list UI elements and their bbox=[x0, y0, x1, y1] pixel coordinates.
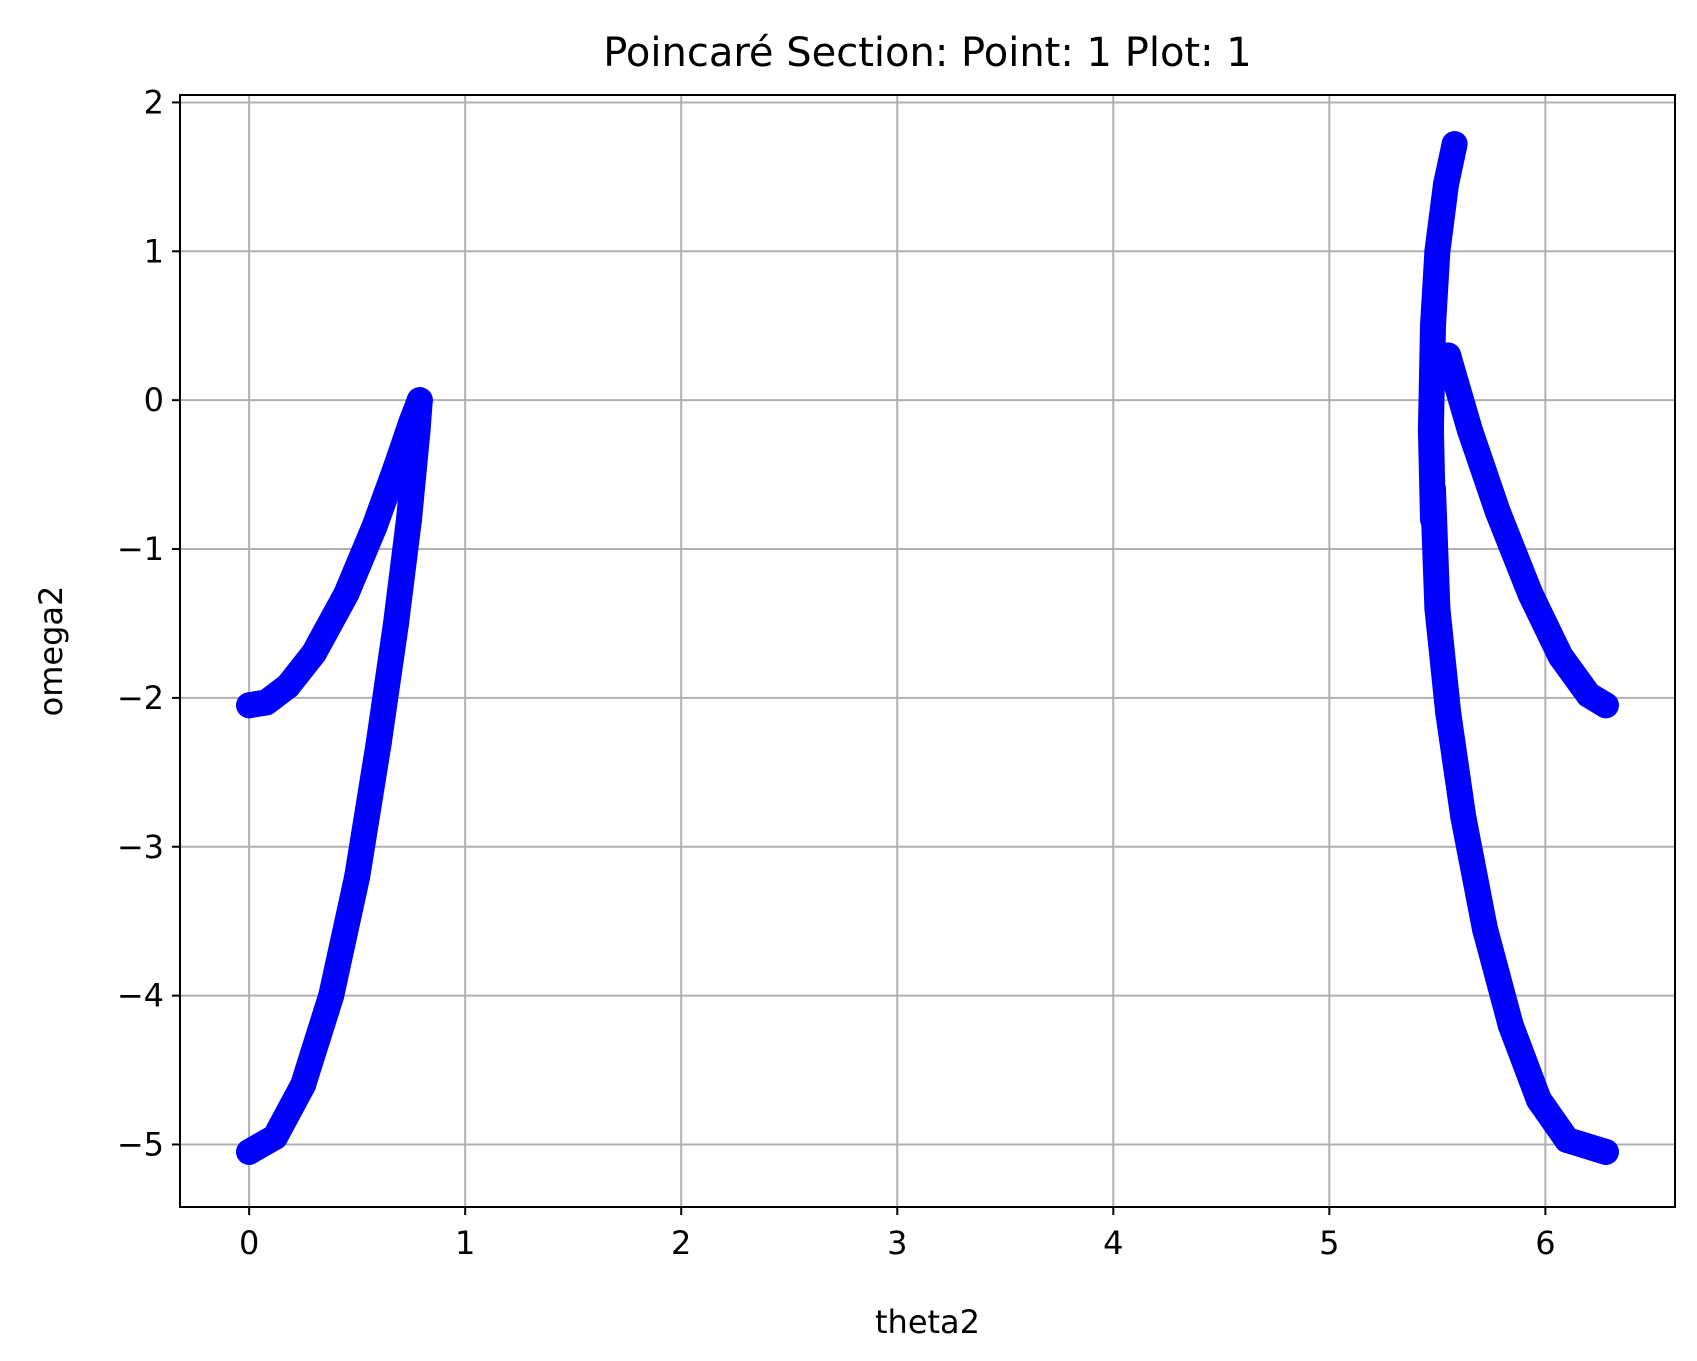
data-point bbox=[318, 982, 345, 1009]
y-tick-label: 2 bbox=[144, 83, 164, 121]
y-tick-label: −3 bbox=[117, 828, 164, 866]
x-tick-label: 2 bbox=[671, 1224, 691, 1262]
y-tick-label: −1 bbox=[117, 530, 164, 568]
data-point bbox=[290, 1071, 317, 1098]
y-tick-label: 0 bbox=[144, 381, 164, 419]
data-point bbox=[361, 513, 388, 540]
y-tick-label: −5 bbox=[117, 1125, 164, 1163]
data-point bbox=[1435, 699, 1462, 726]
data-point bbox=[1554, 1127, 1580, 1153]
data-point bbox=[404, 416, 431, 443]
data-point bbox=[383, 610, 409, 637]
series-left-lower-branch bbox=[236, 387, 433, 1165]
y-tick-label: 1 bbox=[144, 232, 164, 270]
data-point bbox=[1433, 171, 1459, 198]
series-right-upper-band bbox=[1435, 342, 1619, 719]
y-tick-label: −4 bbox=[117, 977, 164, 1015]
data-point bbox=[344, 863, 371, 890]
x-tick-label: 5 bbox=[1319, 1224, 1339, 1262]
chart-title: Poincaré Section: Point: 1 Plot: 1 bbox=[603, 30, 1252, 76]
data-point bbox=[1420, 312, 1446, 339]
data-point bbox=[236, 1138, 263, 1165]
y-axis-label: omega2 bbox=[32, 586, 70, 717]
data-point bbox=[406, 387, 433, 414]
data-point bbox=[333, 580, 360, 607]
ticks-layer: 0 1 2 3 4 5 6 2 1 0 −1 −2 −3 −4 −5 bbox=[117, 83, 1556, 1262]
data-point bbox=[300, 640, 327, 667]
data-point bbox=[1497, 1012, 1524, 1039]
x-tick-label: 1 bbox=[455, 1224, 475, 1262]
data-point bbox=[1517, 580, 1544, 607]
data-point bbox=[262, 1124, 289, 1150]
data-point bbox=[1417, 416, 1444, 443]
data-point bbox=[275, 673, 301, 699]
data-point bbox=[1456, 416, 1483, 443]
x-tick-label: 0 bbox=[239, 1224, 259, 1262]
data-point bbox=[1441, 131, 1468, 158]
data-point bbox=[1592, 692, 1619, 719]
plot-frame bbox=[179, 94, 1676, 1208]
data-point bbox=[365, 729, 392, 756]
x-tick-label: 4 bbox=[1103, 1224, 1123, 1262]
data-point bbox=[1424, 595, 1451, 622]
x-tick-label: 3 bbox=[887, 1224, 907, 1262]
series-layer bbox=[236, 131, 1619, 1165]
data-point bbox=[1435, 342, 1462, 369]
data-point bbox=[1471, 915, 1498, 942]
data-point bbox=[1420, 476, 1446, 503]
data-point bbox=[1592, 1138, 1619, 1165]
data-point bbox=[253, 689, 280, 716]
data-point bbox=[1525, 1086, 1552, 1113]
y-tick-label: −2 bbox=[117, 679, 164, 717]
data-point bbox=[1547, 643, 1574, 670]
grid-layer bbox=[180, 95, 1675, 1207]
x-axis-label: theta2 bbox=[875, 1303, 980, 1341]
data-point bbox=[396, 506, 422, 533]
x-tick-label: 6 bbox=[1535, 1224, 1555, 1262]
data-point bbox=[1484, 498, 1511, 525]
data-point bbox=[1450, 804, 1477, 830]
data-point bbox=[1424, 238, 1451, 265]
